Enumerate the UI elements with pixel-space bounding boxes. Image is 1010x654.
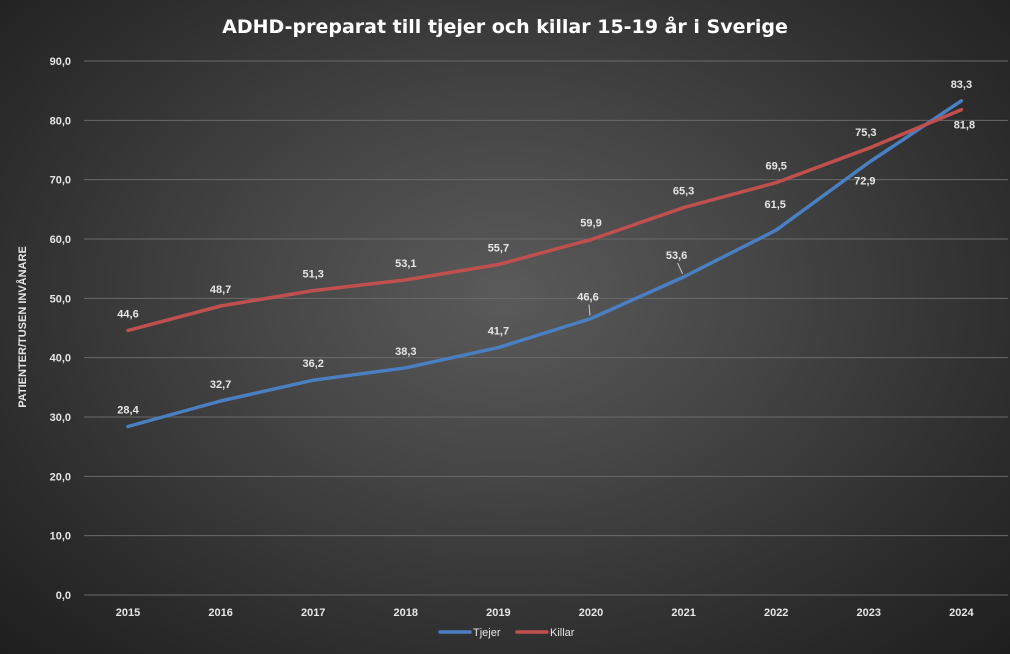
data-label: 69,5 (765, 161, 786, 173)
data-label: 55,7 (488, 243, 509, 255)
data-label: 32,7 (210, 379, 231, 391)
y-axis-label: PATIENTER/TUSEN INVÅNARE (16, 246, 29, 408)
data-label-leader (588, 304, 591, 316)
x-tick-label: 2017 (301, 607, 325, 619)
x-tick-label: 2018 (394, 607, 418, 619)
x-tick-label: 2020 (579, 607, 603, 619)
y-tick-label: 40,0 (50, 353, 71, 365)
data-label: 46,6 (577, 292, 598, 304)
data-label: 53,6 (666, 250, 687, 262)
chart-title: ADHD-preparat till tjejer och killar 15-… (222, 14, 788, 38)
data-label: 41,7 (488, 326, 509, 338)
y-tick-label: 90,0 (50, 56, 71, 68)
y-tick-label: 50,0 (50, 293, 71, 305)
data-label: 65,3 (673, 186, 694, 198)
y-tick-label: 70,0 (50, 175, 71, 187)
y-tick-label: 10,0 (50, 531, 71, 543)
data-label: 72,9 (854, 175, 875, 187)
data-label: 83,3 (951, 79, 972, 91)
x-tick-label: 2016 (208, 607, 232, 619)
data-label: 51,3 (302, 269, 323, 281)
x-tick-label: 2021 (671, 607, 695, 619)
y-tick-label: 20,0 (50, 471, 71, 483)
x-tick-label: 2019 (486, 607, 510, 619)
legend-label: Killar (550, 627, 575, 639)
data-label: 36,2 (302, 358, 323, 370)
x-tick-label: 2023 (857, 607, 881, 619)
x-tick-label: 2024 (949, 607, 974, 619)
data-label: 44,6 (117, 308, 138, 320)
x-tick-label: 2022 (764, 607, 788, 619)
data-label: 75,3 (855, 127, 876, 139)
x-tick-label: 2015 (116, 607, 140, 619)
y-tick-label: 80,0 (50, 115, 71, 127)
y-tick-label: 0,0 (56, 590, 71, 602)
data-label-leader (677, 262, 684, 275)
data-label: 81,8 (954, 120, 975, 132)
y-tick-label: 30,0 (50, 412, 71, 424)
data-label: 59,9 (580, 218, 601, 230)
data-label: 48,7 (210, 284, 231, 296)
data-label: 53,1 (395, 258, 416, 270)
series-line-killar (126, 107, 964, 333)
y-tick-label: 60,0 (50, 234, 71, 246)
legend-label: Tjejer (473, 627, 501, 639)
series-line-tjejer (126, 99, 964, 429)
data-label: 61,5 (764, 199, 785, 211)
data-label: 38,3 (395, 346, 416, 358)
data-label: 28,4 (117, 404, 139, 416)
